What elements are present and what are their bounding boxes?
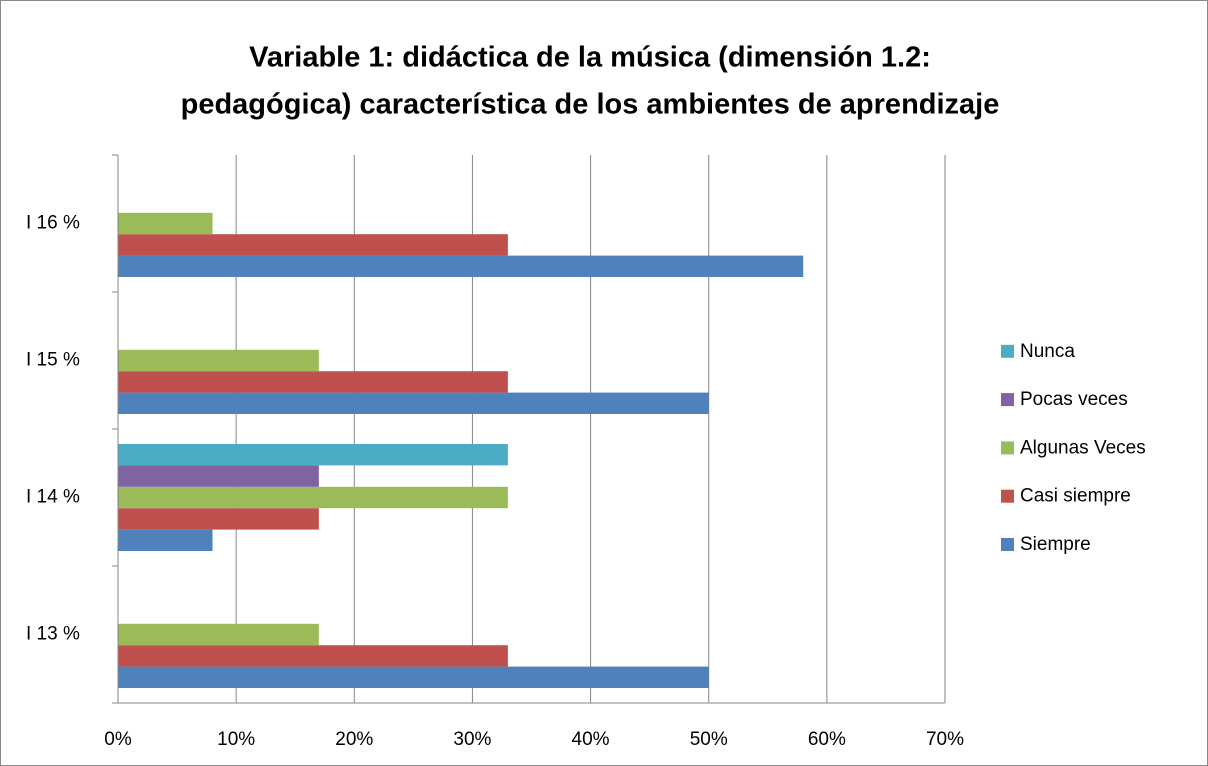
chart-title: Variable 1: didáctica de la música (dime… (249, 42, 931, 74)
legend-label: Pocas veces (1020, 389, 1128, 410)
chart-title: pedagógica) característica de los ambien… (181, 89, 1000, 121)
bar (118, 212, 213, 235)
legend-label: Siempre (1020, 534, 1091, 555)
legend-label: Nunca (1020, 341, 1075, 362)
bar (118, 508, 319, 530)
bar (118, 255, 804, 277)
bar (118, 444, 508, 466)
legend-swatch (1001, 344, 1014, 358)
y-tick-label: I 16 % (26, 213, 80, 234)
y-tick-label: I 15 % (26, 350, 80, 371)
bar (118, 465, 319, 487)
bar (118, 529, 213, 551)
x-tick-label: 40% (572, 729, 610, 750)
legend-swatch (1001, 489, 1014, 503)
bar (118, 623, 319, 646)
bar (118, 486, 508, 509)
x-tick-label: 30% (453, 729, 491, 750)
legend-swatch (1001, 538, 1014, 551)
legend-swatch (1001, 393, 1014, 407)
y-tick-label: I 14 % (26, 487, 80, 508)
x-tick-label: 20% (335, 729, 373, 750)
bar (118, 666, 709, 688)
x-tick-label: 0% (104, 729, 132, 750)
bar (118, 234, 508, 256)
bar (118, 392, 709, 414)
bar (118, 349, 319, 372)
x-tick-label: 60% (808, 729, 846, 750)
y-tick-label: I 13 % (26, 624, 80, 645)
x-tick-label: 70% (926, 729, 964, 750)
legend-label: Casi siempre (1020, 486, 1131, 507)
bar (118, 645, 508, 667)
x-tick-label: 10% (217, 729, 255, 750)
bar (118, 371, 508, 393)
legend-swatch (1001, 441, 1014, 455)
legend-label: Algunas Veces (1020, 437, 1146, 458)
x-tick-label: 50% (690, 729, 728, 750)
